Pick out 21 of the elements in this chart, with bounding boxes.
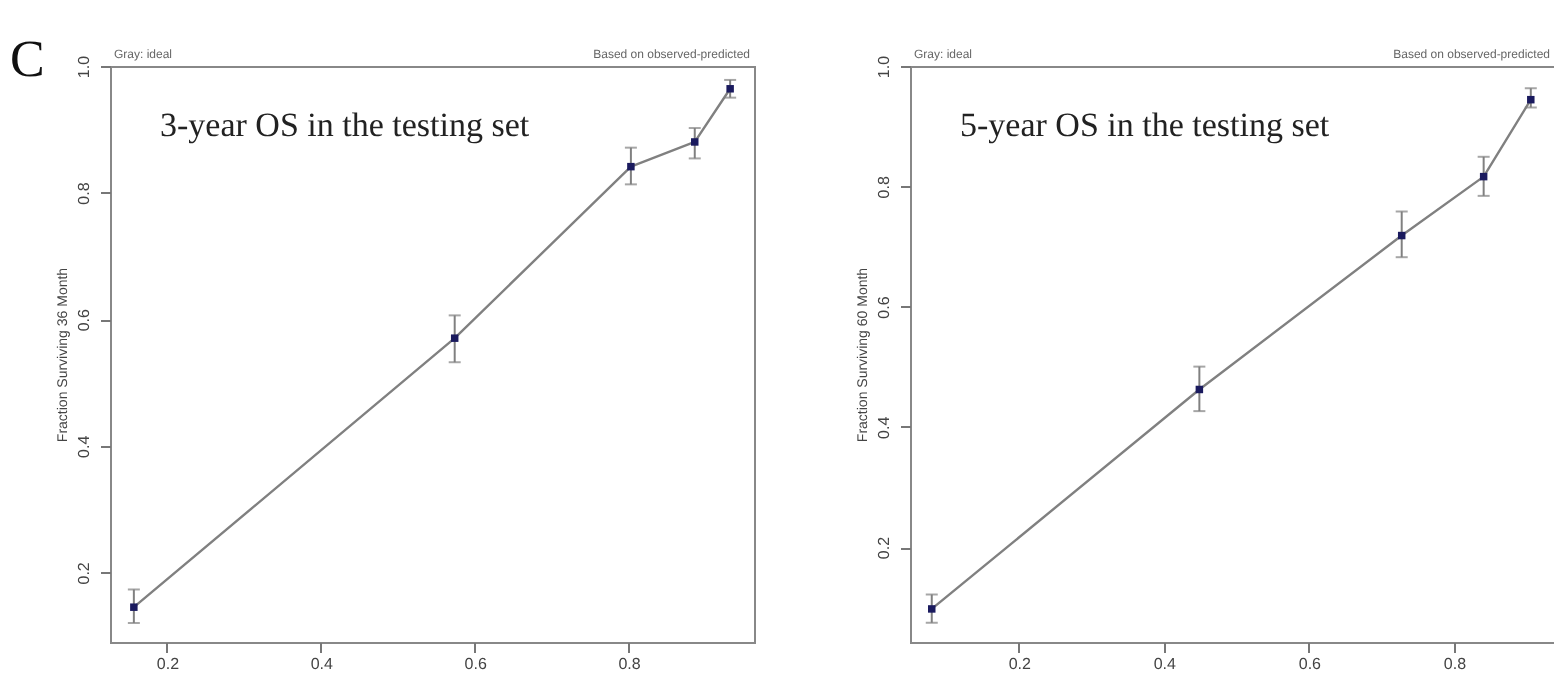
x-tick-label: 0.2 [156,655,181,673]
y-tick-label: 0.2 [75,561,93,585]
x-tick-label: 0.4 [1153,655,1178,673]
y-tick-label: 0.8 [75,181,93,205]
y-tick-label: 0.6 [75,307,93,332]
y-tick-label: 0.6 [875,295,893,319]
text: 3-year OS in the testing set [160,106,530,144]
y-tick-label: 0.4 [875,415,893,439]
y-tick-label: 1.0 [875,54,893,79]
text: C [10,30,45,88]
text: 5-year OS in the testing set [960,106,1330,144]
x-tick-label: 0.4 [310,655,335,673]
x-tick-label: 0.6 [464,655,488,673]
x-tick-label: 0.6 [1298,655,1323,673]
x-tick-label: 0.8 [1443,655,1468,673]
y-tick-label: 0.4 [75,434,93,458]
x-tick-label: 0.8 [618,655,642,673]
x-tick-label: 0.2 [1008,655,1032,673]
y-tick-label: 0.2 [875,535,893,560]
y-tick-label: 0.8 [875,175,893,199]
y-tick-label: 1.0 [75,54,93,79]
